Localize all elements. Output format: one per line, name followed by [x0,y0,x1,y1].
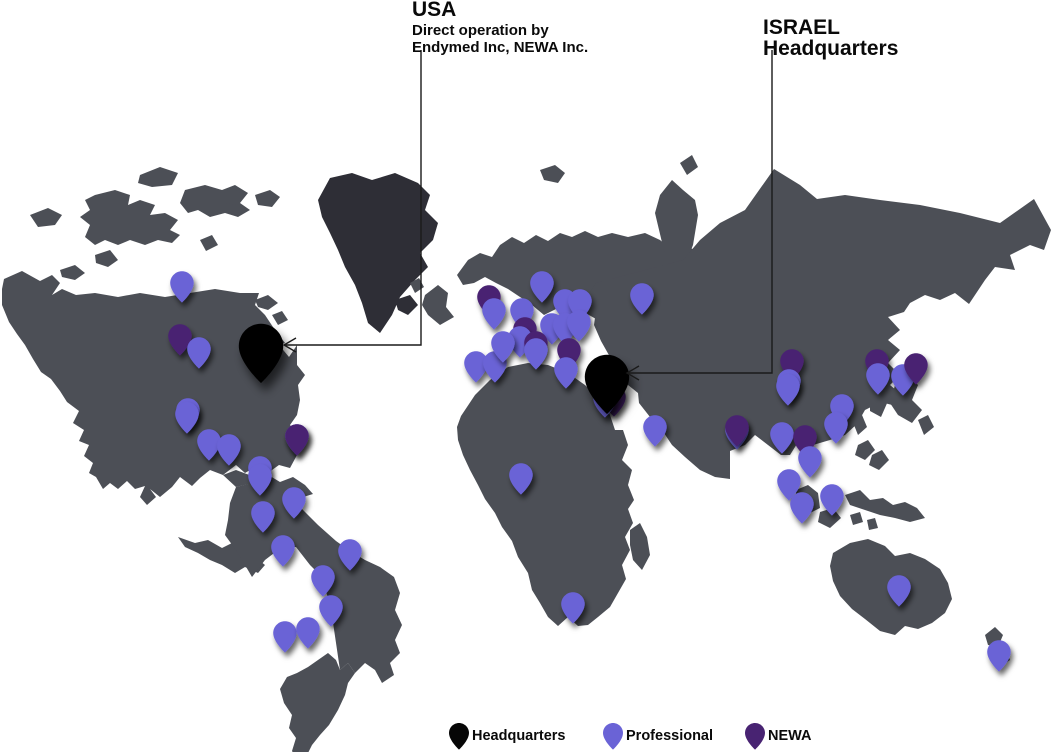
svg-text:Headquarters: Headquarters [472,728,565,744]
svg-text:Headquarters: Headquarters [763,37,898,60]
svg-text:Endymed Inc, NEWA Inc.: Endymed Inc, NEWA Inc. [412,39,588,56]
svg-text:Professional: Professional [626,728,713,744]
svg-text:ISRAEL: ISRAEL [763,16,840,39]
svg-text:NEWA: NEWA [768,728,812,744]
svg-text:Direct operation by: Direct operation by [412,22,549,39]
svg-text:USA: USA [412,0,456,21]
